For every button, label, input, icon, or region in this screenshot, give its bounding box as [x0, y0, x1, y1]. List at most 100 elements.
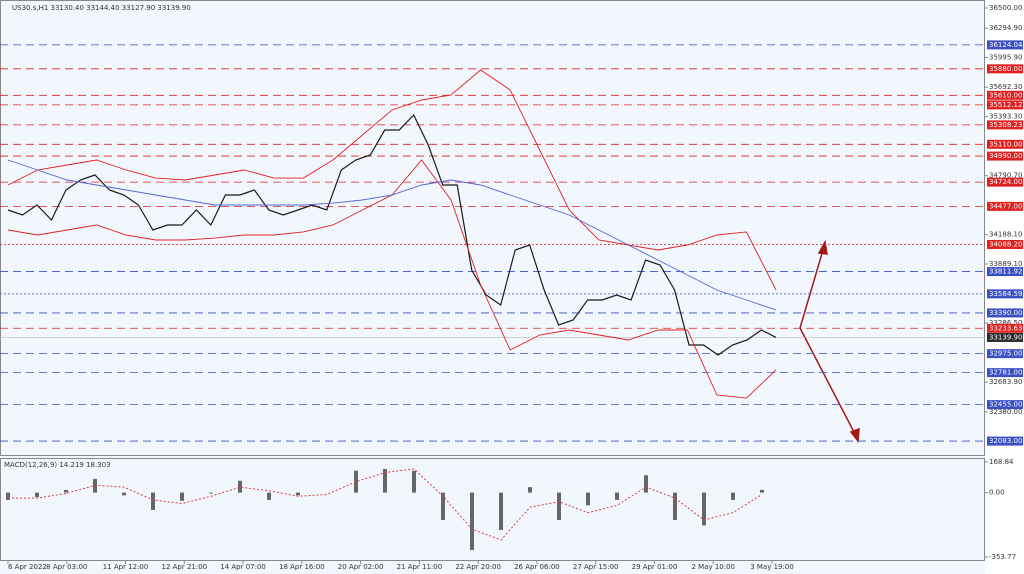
symbol-label: US30.s,H1 33130.40 33144.40 33127.90 331…: [12, 4, 191, 12]
macd-bar: [296, 492, 300, 496]
level-label-box: [987, 289, 1023, 299]
y-tick-label: 34188.10: [989, 231, 1022, 239]
x-tick-label: 22 Apr 20:00: [455, 563, 501, 571]
level-label: 33233.63: [989, 324, 1022, 332]
level-label-box: [987, 308, 1023, 318]
macd-bar: [644, 475, 648, 493]
level-label-box: [987, 177, 1023, 187]
indicator-line: [7, 69, 777, 291]
level-label: 32455.00: [989, 401, 1022, 409]
level-label: 35512.12: [989, 101, 1022, 109]
x-tick-label: 2 May 10:00: [691, 563, 735, 571]
y-tick-label: 32683.90: [989, 378, 1022, 386]
level-label: 35308.23: [989, 121, 1022, 129]
current-price-label: 33139.90: [989, 333, 1022, 341]
level-label-box: [987, 349, 1023, 359]
level-label-box: [987, 64, 1023, 74]
level-label-box: [987, 436, 1023, 446]
level-label-box: [987, 40, 1023, 50]
macd-bar: [528, 487, 532, 493]
macd-bar: [586, 492, 590, 506]
macd-bar: [557, 492, 561, 520]
x-tick-label: 14 Apr 07:00: [220, 563, 266, 571]
x-tick-label: 3 May 19:00: [750, 563, 794, 571]
level-label: 35880.00: [989, 65, 1022, 73]
y-tick-label: 34790.70: [989, 172, 1022, 180]
macd-bar: [122, 492, 126, 496]
macd-bar: [151, 492, 155, 510]
level-label: 32975.00: [989, 350, 1022, 358]
macd-bar: [383, 468, 387, 493]
x-tick-label: 8 Apr 03:00: [46, 563, 87, 571]
macd-bar: [6, 492, 10, 500]
macd-frame: [0, 458, 985, 561]
macd-bar: [35, 492, 39, 498]
level-label-box: [987, 368, 1023, 378]
level-label: 32083.00: [989, 437, 1022, 445]
signal-line: [8, 468, 763, 541]
macd-bar: [673, 492, 677, 520]
level-label-box: [987, 400, 1023, 410]
level-label: 33811.92: [989, 268, 1022, 276]
x-tick-label: 11 Apr 12:00: [103, 563, 149, 571]
macd-bar: [499, 492, 503, 530]
x-tick-label: 6 Apr 2022: [8, 563, 47, 571]
level-label-box: [987, 120, 1023, 130]
indicator-line: [7, 159, 777, 311]
x-tick-label: 27 Apr 15:00: [573, 563, 619, 571]
level-label-box: [987, 267, 1023, 277]
price-line: [7, 113, 777, 356]
x-tick-label: 12 Apr 21:00: [161, 563, 207, 571]
y-tick-label: 35393.30: [989, 113, 1022, 121]
level-label-box: [987, 151, 1023, 161]
macd-bar: [209, 492, 213, 494]
y-tick-label: 36294.90: [989, 24, 1022, 32]
current-price-box: [987, 332, 1023, 342]
level-label: 35110.00: [989, 140, 1022, 148]
y-tick-label: 168.84: [989, 458, 1014, 466]
level-label: 36124.04: [989, 41, 1023, 49]
level-label-box: [987, 201, 1023, 211]
macd-bar: [615, 492, 619, 500]
level-label: 33584.59: [989, 290, 1022, 298]
forecast-arrows: [799, 239, 860, 443]
y-tick-label: 33889.10: [989, 260, 1022, 268]
plot-background: [0, 0, 985, 574]
level-label-box: [987, 139, 1023, 149]
level-label: 35610.00: [989, 91, 1022, 99]
y-tick-label: -353.77: [989, 553, 1016, 561]
price-frame: [0, 0, 985, 456]
y-tick-label: 0.00: [989, 489, 1005, 497]
x-tick-label: 20 Apr 02:00: [338, 563, 384, 571]
level-label: 34990.00: [989, 152, 1022, 160]
level-label-box: [987, 323, 1023, 333]
macd-bar: [731, 492, 735, 500]
x-tick-label: 29 Apr 01:00: [632, 563, 678, 571]
macd-bar: [180, 492, 184, 501]
y-tick-label: 32380.00: [989, 408, 1022, 416]
macd-bar: [412, 470, 416, 493]
macd-bar: [354, 470, 358, 493]
macd-title: MACD(12,26,9) 14.219 18.303: [4, 461, 111, 469]
y-tick-label: 33286.50: [989, 319, 1022, 327]
y-tick-label: 36500.00: [989, 4, 1022, 12]
level-label: 34724.00: [989, 178, 1022, 186]
x-tick-label: 18 Apr 16:00: [279, 563, 325, 571]
macd-bar: [702, 492, 706, 526]
macd-bar: [760, 489, 764, 493]
arrow-up-head: [817, 239, 828, 255]
x-tick-label: 26 Apr 06:00: [514, 563, 560, 571]
macd-bar: [267, 492, 271, 500]
y-tick-label: 35692.30: [989, 83, 1022, 91]
level-label: 33390.00: [989, 309, 1022, 317]
macd-bar: [64, 489, 68, 493]
macd-bar: [238, 480, 242, 493]
arrow-up: [799, 249, 824, 329]
level-label: 32781.00: [989, 369, 1022, 377]
level-label: 34088.20: [989, 240, 1022, 248]
x-tick-label: 21 Apr 11:00: [397, 563, 443, 571]
level-label-box: [987, 100, 1023, 110]
macd-bar: [441, 492, 445, 520]
